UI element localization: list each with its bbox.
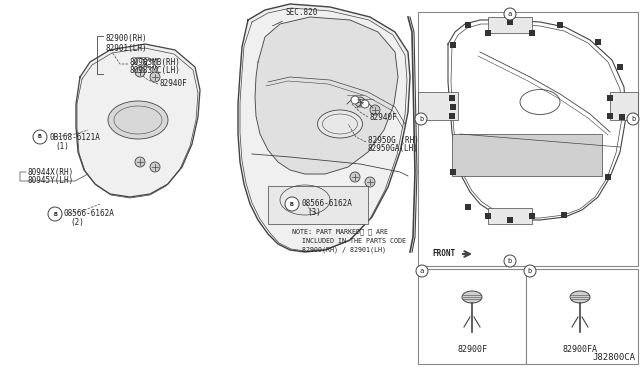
- Bar: [452, 134, 602, 176]
- Text: 80945Y(LH): 80945Y(LH): [28, 176, 74, 186]
- Text: 82900FA: 82900FA: [563, 345, 598, 354]
- Circle shape: [361, 100, 369, 108]
- Bar: [526, 269, 638, 364]
- Circle shape: [416, 265, 428, 277]
- Text: 82940F: 82940F: [370, 112, 397, 122]
- Bar: [418, 92, 458, 120]
- Text: 08566-6162A: 08566-6162A: [301, 199, 352, 208]
- Circle shape: [370, 105, 380, 115]
- Text: 82900(RH): 82900(RH): [105, 35, 147, 44]
- Circle shape: [365, 177, 375, 187]
- Text: 82940F: 82940F: [160, 80, 188, 89]
- Circle shape: [135, 157, 145, 167]
- Bar: [607, 113, 613, 119]
- Text: NOTE: PART MARKEDⒶ Ⓐ ARE: NOTE: PART MARKEDⒶ Ⓐ ARE: [292, 229, 388, 235]
- Ellipse shape: [462, 291, 482, 303]
- Bar: [619, 114, 625, 120]
- Bar: [465, 22, 471, 28]
- Bar: [617, 64, 623, 70]
- Circle shape: [355, 97, 365, 107]
- Bar: [488, 208, 532, 224]
- Bar: [605, 174, 611, 180]
- Bar: [450, 42, 456, 48]
- Text: b: b: [528, 268, 532, 274]
- Bar: [507, 217, 513, 223]
- Text: 82900F: 82900F: [457, 345, 487, 354]
- Bar: [529, 30, 535, 36]
- Bar: [465, 204, 471, 210]
- Text: SEC.820: SEC.820: [286, 8, 318, 17]
- Bar: [485, 30, 491, 36]
- Text: B: B: [38, 135, 42, 140]
- Bar: [529, 213, 535, 219]
- Bar: [610, 92, 638, 120]
- Circle shape: [627, 113, 639, 125]
- Text: (3): (3): [307, 208, 321, 218]
- Text: J82800CA: J82800CA: [592, 353, 635, 362]
- Circle shape: [504, 8, 516, 20]
- Bar: [449, 95, 455, 101]
- Text: a: a: [508, 11, 512, 17]
- Polygon shape: [238, 4, 410, 252]
- Text: 82901(LH): 82901(LH): [105, 44, 147, 52]
- Text: 80983MC(LH): 80983MC(LH): [130, 67, 181, 76]
- Circle shape: [33, 130, 47, 144]
- Text: a: a: [420, 268, 424, 274]
- Bar: [485, 213, 491, 219]
- Text: b: b: [631, 116, 635, 122]
- Text: (1): (1): [55, 141, 69, 151]
- Bar: [488, 17, 532, 33]
- Bar: [418, 269, 526, 364]
- Text: B: B: [53, 212, 57, 217]
- Circle shape: [415, 113, 427, 125]
- Text: 80983MB(RH): 80983MB(RH): [130, 58, 181, 67]
- Circle shape: [135, 67, 145, 77]
- Ellipse shape: [108, 101, 168, 139]
- Bar: [449, 113, 455, 119]
- Bar: [450, 169, 456, 175]
- Text: b: b: [508, 258, 512, 264]
- Text: (2): (2): [70, 218, 84, 228]
- Circle shape: [136, 58, 144, 66]
- Text: 0B168-6121A: 0B168-6121A: [49, 132, 100, 141]
- Circle shape: [504, 255, 516, 267]
- Text: B: B: [290, 202, 294, 206]
- Bar: [607, 95, 613, 101]
- Text: 80944X(RH): 80944X(RH): [28, 167, 74, 176]
- Bar: [450, 104, 456, 110]
- Bar: [561, 212, 567, 218]
- Ellipse shape: [570, 291, 590, 303]
- Circle shape: [350, 172, 360, 182]
- Text: b: b: [419, 116, 423, 122]
- Text: FRONT: FRONT: [432, 250, 455, 259]
- Text: 82900(RH) / 82901(LH): 82900(RH) / 82901(LH): [302, 247, 386, 253]
- Circle shape: [351, 96, 359, 104]
- Circle shape: [48, 207, 62, 221]
- Text: INCLUDED IN THE PARTS CODE: INCLUDED IN THE PARTS CODE: [302, 238, 406, 244]
- Bar: [418, 12, 638, 266]
- Polygon shape: [255, 17, 398, 174]
- Text: 08566-6162A: 08566-6162A: [64, 209, 115, 218]
- Polygon shape: [76, 44, 200, 197]
- Bar: [507, 19, 513, 25]
- Ellipse shape: [317, 110, 362, 138]
- Circle shape: [146, 60, 154, 68]
- Circle shape: [150, 162, 160, 172]
- Bar: [557, 22, 563, 28]
- Text: 82950GA(LH): 82950GA(LH): [368, 144, 419, 154]
- Circle shape: [285, 197, 299, 211]
- Bar: [268, 186, 368, 224]
- Circle shape: [150, 72, 160, 82]
- Circle shape: [524, 265, 536, 277]
- Bar: [595, 39, 601, 45]
- Text: 82950G (RH): 82950G (RH): [368, 135, 419, 144]
